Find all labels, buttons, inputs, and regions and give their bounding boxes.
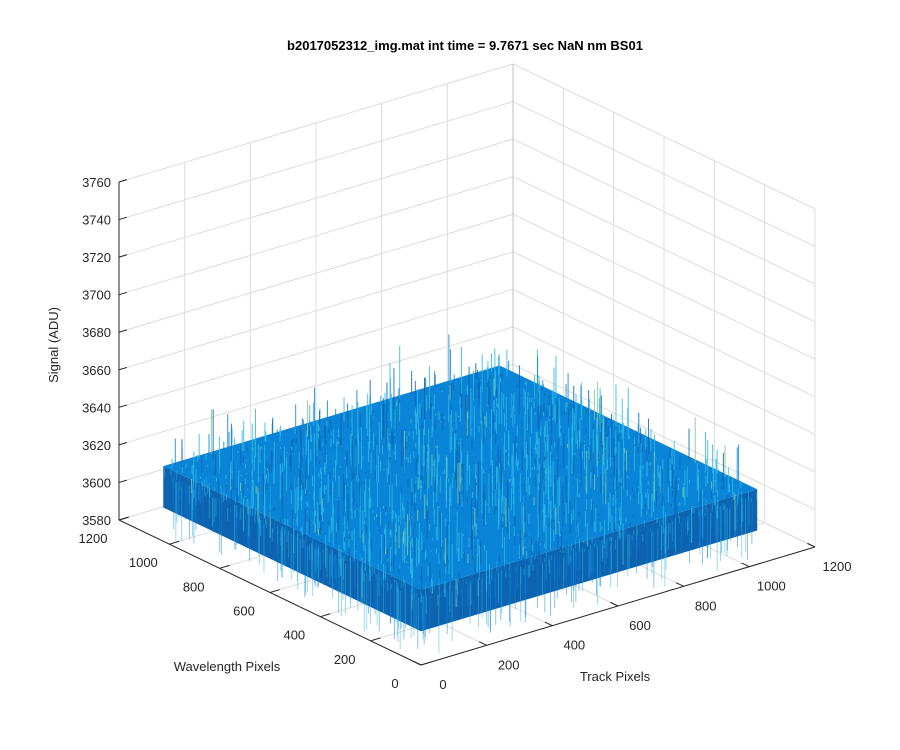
grid-line-side-z — [512, 288, 816, 435]
z-tick-mark — [118, 329, 128, 333]
y-tick-mark — [219, 564, 230, 569]
z-tick-label: 3600 — [82, 475, 111, 490]
grid-line-back-z — [118, 176, 514, 296]
z-tick-label: 3640 — [82, 400, 111, 415]
grid-line-side-z — [512, 138, 816, 285]
y-tick-label: 1200 — [79, 531, 108, 546]
grid-line-back-z — [118, 326, 514, 446]
surface-noise — [171, 334, 742, 610]
x-tick-label: 1000 — [757, 579, 786, 594]
x-tick-label: 800 — [695, 598, 717, 613]
grid-line-back-z — [118, 251, 514, 371]
grid-line-back-z — [118, 213, 514, 333]
grid-line-side-z — [512, 251, 816, 398]
z-tick-label: 3580 — [82, 513, 111, 528]
z-tick-label: 3760 — [82, 175, 111, 190]
z-tick-mark — [118, 517, 128, 521]
x-tick-mark — [741, 562, 750, 568]
grid-line-back-z — [118, 288, 514, 408]
z-tick-label: 3740 — [82, 213, 111, 228]
x-tick-label: 600 — [629, 618, 651, 633]
grid-line-back-z — [118, 101, 514, 221]
x-tick-mark — [610, 601, 619, 607]
chart-title: b2017052312_img.mat int time = 9.7671 se… — [287, 38, 643, 53]
y-axis-label: Wavelength Pixels — [174, 659, 281, 674]
surface-edge-noise — [164, 467, 757, 654]
z-tick-label: 3660 — [82, 363, 111, 378]
grid-line-side-z — [512, 176, 816, 323]
grid-line-side-z — [512, 213, 816, 360]
y-tick-mark — [169, 540, 180, 545]
grid-line-back-z — [118, 63, 514, 183]
surface-left-skirt — [163, 466, 421, 632]
x-tick-label: 400 — [563, 638, 585, 653]
grid-line-side-z — [512, 363, 816, 510]
x-tick-mark — [807, 542, 816, 548]
z-tick-mark — [118, 179, 128, 183]
tick-layer: 0 200 400 600 800 1000 1200 0 200 400 600 800 1000 12… — [79, 175, 852, 692]
z-tick-label: 3720 — [82, 250, 111, 265]
y-tick-mark — [320, 613, 331, 618]
grid-line-side-z — [512, 63, 816, 210]
x-tick-label: 1200 — [823, 559, 852, 574]
z-axis-label: Signal (ADU) — [46, 307, 61, 383]
y-tick-label: 400 — [283, 628, 305, 643]
z-tick-mark — [118, 442, 128, 446]
y-tick-mark — [420, 661, 431, 666]
y-tick-label: 200 — [334, 652, 356, 667]
x-tick-mark — [544, 621, 553, 627]
grid-line-back-z — [118, 138, 514, 258]
z-tick-mark — [118, 216, 128, 221]
z-tick-mark — [118, 254, 128, 258]
z-tick-label: 3680 — [82, 325, 111, 340]
z-tick-label: 3620 — [82, 438, 111, 453]
x-tick-mark — [413, 660, 422, 666]
surface-layer — [163, 334, 758, 654]
y-tick-label: 600 — [233, 604, 255, 619]
x-tick-mark — [478, 641, 487, 646]
z-tick-mark — [118, 291, 128, 296]
x-axis-label: Track Pixels — [580, 669, 651, 684]
y-tick-label: 800 — [183, 579, 205, 594]
grid-line-side-z — [512, 326, 816, 473]
y-tick-label: 0 — [391, 676, 398, 691]
z-tick-mark — [118, 479, 128, 483]
y-tick-mark — [269, 589, 280, 593]
z-tick-mark — [118, 404, 128, 408]
grid-line-side-z — [512, 101, 816, 248]
x-tick-label: 200 — [498, 657, 520, 672]
y-tick-mark — [370, 637, 381, 642]
x-tick-label: 0 — [439, 677, 446, 692]
z-tick-mark — [118, 366, 128, 371]
z-tick-label: 3700 — [82, 288, 111, 303]
x-tick-mark — [675, 582, 684, 587]
y-tick-label: 1000 — [129, 555, 158, 570]
